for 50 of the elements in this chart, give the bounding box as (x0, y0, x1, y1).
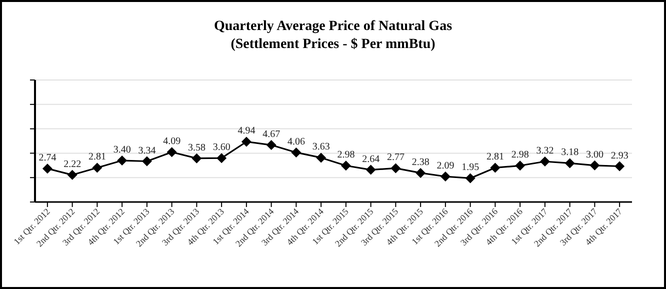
data-label: 4.06 (287, 136, 305, 148)
point (540, 156, 550, 166)
point (241, 136, 252, 147)
data-label: 3.63 (312, 142, 330, 153)
data-label: 2.64 (362, 154, 380, 165)
data-label: 2.74 (38, 152, 56, 164)
point (192, 153, 202, 164)
point (340, 160, 351, 171)
point (316, 152, 326, 163)
point (142, 156, 152, 166)
data-label: 2.98 (511, 150, 529, 161)
point (216, 153, 227, 164)
point (564, 158, 575, 168)
point (42, 164, 52, 174)
point (67, 170, 78, 180)
chart-title: Quarterly Average Price of Natural Gas (214, 19, 453, 34)
data-label: 4.67 (262, 129, 280, 140)
data-label: 4.94 (238, 126, 256, 137)
point (166, 147, 177, 158)
data-label: 3.40 (113, 144, 131, 156)
point (266, 140, 276, 150)
chart-subtitle: (Settlement Prices - $ Per mmBtu) (230, 37, 436, 52)
point (390, 163, 401, 174)
data-label: 3.32 (536, 145, 554, 156)
point (440, 172, 450, 182)
data-label: 3.18 (561, 147, 579, 158)
data-label: 3.60 (212, 142, 230, 154)
data-label: 2.93 (610, 150, 628, 162)
data-label: 4.09 (163, 136, 181, 148)
data-label: 2.77 (386, 152, 404, 164)
point (117, 156, 128, 166)
point (366, 164, 376, 175)
point (92, 162, 102, 173)
data-label: 2.22 (64, 158, 82, 170)
data-label: 2.81 (88, 152, 106, 163)
point (291, 147, 302, 158)
data-label: 3.34 (138, 145, 156, 156)
data-label: 2.38 (412, 156, 430, 168)
point (416, 168, 426, 178)
data-label: 2.98 (337, 150, 355, 161)
data-label: 2.81 (486, 152, 504, 163)
point (490, 162, 500, 173)
point (515, 160, 526, 171)
data-label: 3.58 (188, 142, 206, 154)
data-label: 3.00 (586, 149, 604, 160)
point (590, 160, 600, 170)
point (614, 161, 625, 172)
data-label: 2.09 (436, 160, 454, 172)
point (465, 173, 476, 184)
data-label: 1.95 (462, 162, 480, 174)
